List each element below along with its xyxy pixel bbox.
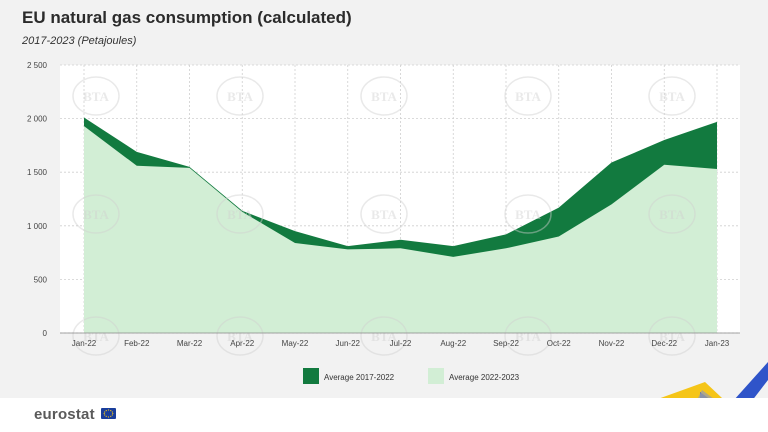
- decorative-chevrons: [660, 362, 768, 398]
- watermark-logo: BTA: [360, 194, 408, 234]
- watermark-ring: [360, 194, 408, 234]
- watermark-ring: [648, 316, 696, 356]
- x-tick-label: May-22: [282, 339, 309, 348]
- watermark-logo: BTA: [648, 194, 696, 234]
- x-tick-label: Apr-22: [230, 339, 255, 348]
- axes: Jan-22 Feb-22 Mar-22 Apr-22 May-22 Jun-22 Jul-…: [27, 61, 740, 348]
- legend-label: Average 2017-2022: [324, 373, 395, 382]
- watermark-logo: BTA: [216, 194, 264, 234]
- x-tick-label: Nov-22: [599, 339, 625, 348]
- watermark-ring: [360, 316, 408, 356]
- y-tick-label: 1 500: [27, 168, 48, 177]
- area-average-2022-2023: [84, 126, 717, 333]
- watermark-ring: [216, 316, 264, 356]
- x-tick-label: Aug-22: [440, 339, 466, 348]
- x-tick-label: Jul-22: [390, 339, 412, 348]
- watermark-text: BTA: [515, 207, 541, 222]
- watermark-ring: [216, 76, 264, 116]
- watermark-text: BTA: [659, 89, 685, 104]
- x-tick-label: Dec-22: [651, 339, 677, 348]
- watermark-ring: [504, 316, 552, 356]
- watermark-ring: [216, 194, 264, 234]
- legend-label: Average 2022-2023: [449, 373, 520, 382]
- watermark-text: BTA: [227, 207, 253, 222]
- blue-chevron: [700, 362, 768, 398]
- yellow-chevron: [660, 382, 722, 398]
- eu-flag-icon: [101, 408, 116, 419]
- watermark-text: BTA: [83, 207, 109, 222]
- x-tick-label: Jun-22: [336, 339, 361, 348]
- x-tick-label: Mar-22: [177, 339, 203, 348]
- watermark-text: BTA: [371, 207, 397, 222]
- watermark-ring: [504, 194, 552, 234]
- watermark-text: BTA: [515, 329, 541, 344]
- watermark-logo: BTA: [72, 194, 120, 234]
- y-tick-label: 0: [43, 329, 48, 338]
- legend-swatch: [303, 368, 319, 384]
- watermark-logo: BTA: [504, 76, 552, 116]
- x-tick-label: Sep-22: [493, 339, 519, 348]
- watermark-text: BTA: [227, 89, 253, 104]
- y-tick-label: 1 000: [27, 222, 48, 231]
- eurostat-logo: eurostat: [34, 406, 95, 423]
- footer: eurostat: [0, 398, 768, 432]
- watermark-ring: [648, 76, 696, 116]
- watermark-logo: BTA: [504, 194, 552, 234]
- watermark-text: BTA: [659, 207, 685, 222]
- grey-chevron: [698, 390, 713, 398]
- legend: Average 2017-2022 Average 2022-2023: [303, 368, 520, 384]
- chart-subtitle: 2017-2023 (Petajoules): [22, 35, 137, 47]
- area-series: [84, 117, 717, 333]
- x-tick-label: Oct-22: [547, 339, 572, 348]
- watermark-ring: [360, 76, 408, 116]
- watermark-logo: BTA: [72, 76, 120, 116]
- watermark-ring: [648, 194, 696, 234]
- watermark-logo: BTA: [648, 76, 696, 116]
- x-tick-label: Jan-23: [705, 339, 730, 348]
- watermark-ring: [504, 76, 552, 116]
- watermark-ring: [72, 316, 120, 356]
- watermark-logo: BTA: [360, 76, 408, 116]
- watermark-logo: BTA: [216, 76, 264, 116]
- watermark-text: BTA: [83, 89, 109, 104]
- watermark-ring: [72, 194, 120, 234]
- watermark-text: BTA: [515, 89, 541, 104]
- y-tick-label: 500: [34, 275, 48, 284]
- y-tick-label: 2 500: [27, 61, 48, 70]
- legend-swatch: [428, 368, 444, 384]
- x-tick-label: Jan-22: [72, 339, 97, 348]
- chart-title: EU natural gas consumption (calculated): [22, 8, 352, 27]
- x-tick-label: Feb-22: [124, 339, 150, 348]
- watermark-ring: [72, 76, 120, 116]
- y-tick-label: 2 000: [27, 115, 48, 124]
- watermark-text: BTA: [371, 89, 397, 104]
